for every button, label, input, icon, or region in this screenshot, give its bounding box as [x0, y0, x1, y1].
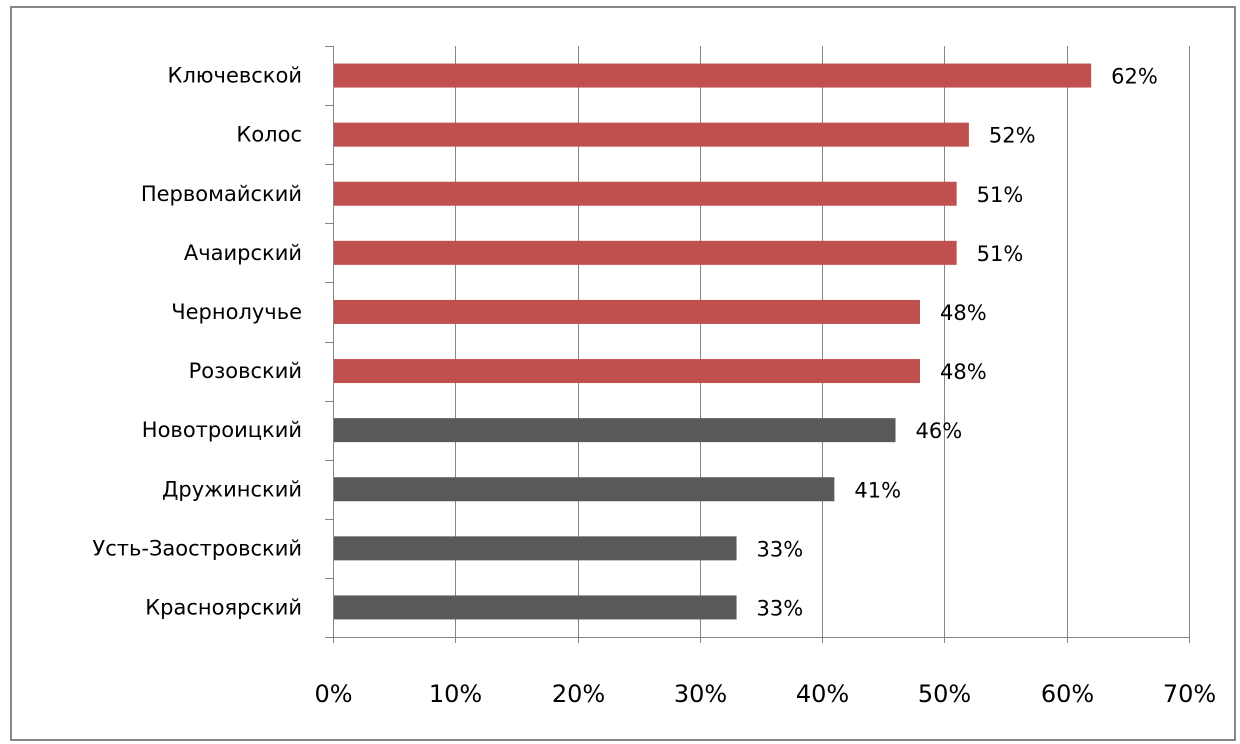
category-label: Красноярский	[145, 595, 302, 619]
bar	[334, 359, 920, 384]
data-label: 52%	[989, 124, 1036, 148]
bar	[334, 595, 737, 620]
x-tick-label: 30%	[674, 680, 727, 708]
category-label: Первомайский	[141, 182, 302, 206]
x-tick-label: 20%	[552, 680, 605, 708]
x-tick-label: 50%	[918, 680, 971, 708]
x-tick-label: 0%	[314, 680, 352, 708]
data-label: 51%	[977, 242, 1024, 266]
data-label: 33%	[757, 537, 804, 561]
category-label: Колос	[236, 123, 302, 147]
category-label: Чернолучье	[171, 300, 302, 324]
category-label: Ключевской	[168, 64, 302, 88]
data-label: 33%	[757, 596, 804, 620]
category-label: Ачаирский	[184, 241, 302, 265]
category-label: Новотроицкий	[142, 418, 302, 442]
bar	[334, 181, 957, 206]
bar	[334, 63, 1092, 88]
x-tick-label: 70%	[1163, 680, 1216, 708]
bar	[334, 418, 896, 443]
data-label: 46%	[916, 419, 963, 443]
bar	[334, 536, 737, 561]
data-label: 41%	[854, 478, 901, 502]
data-label: 48%	[940, 301, 987, 325]
x-tick-label: 60%	[1041, 680, 1094, 708]
bar	[334, 122, 969, 147]
category-label: Дружинский	[162, 477, 302, 501]
data-label: 48%	[940, 360, 987, 384]
category-label: Усть-Заостровский	[92, 536, 302, 560]
data-label: 51%	[977, 183, 1024, 207]
x-tick-label: 10%	[429, 680, 482, 708]
data-label: 62%	[1111, 65, 1158, 89]
category-label: Розовский	[189, 359, 302, 383]
bar	[334, 477, 835, 502]
x-tick-label: 40%	[796, 680, 849, 708]
bar	[334, 240, 957, 265]
bar	[334, 299, 920, 324]
